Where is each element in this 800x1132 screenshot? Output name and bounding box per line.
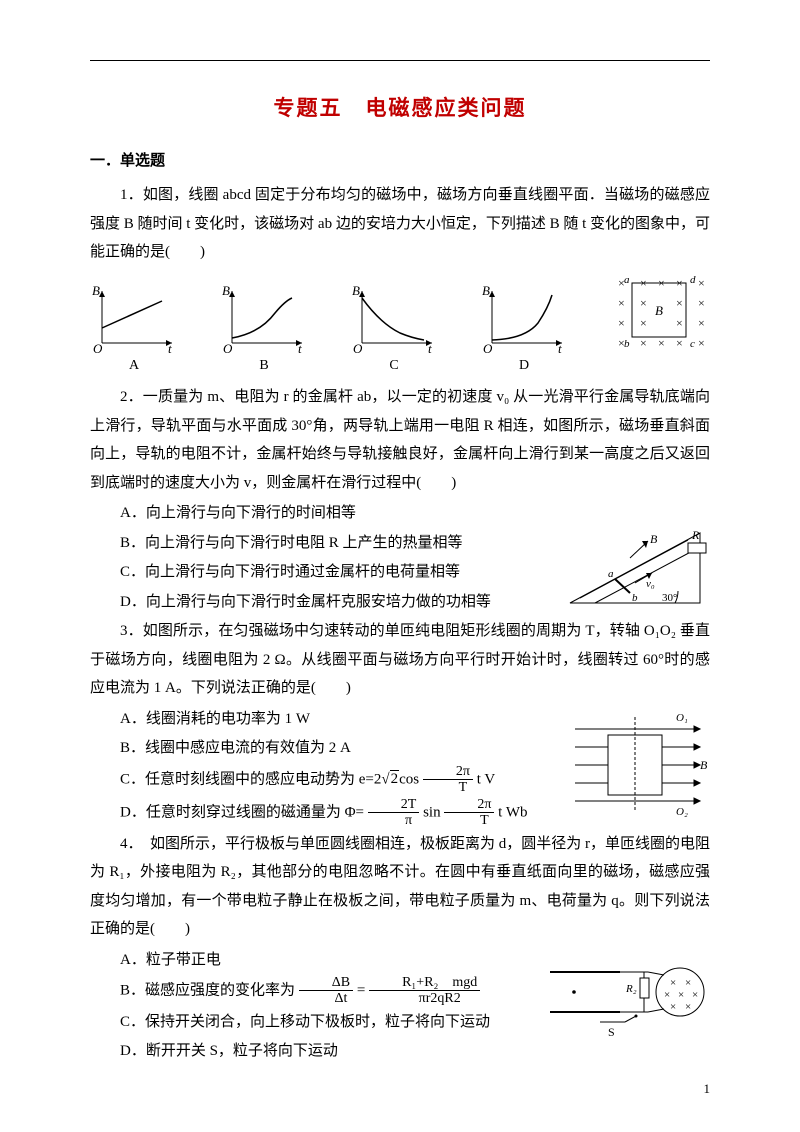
graph-a-svg: B t O bbox=[90, 283, 178, 353]
q3c-mid: cos bbox=[399, 771, 419, 787]
q4b-pre: B．磁感应强度的变化率为 bbox=[120, 982, 295, 998]
svg-text:×: × bbox=[670, 977, 676, 989]
q1-graph-c: B t O C bbox=[350, 283, 438, 380]
q1-label-b: B bbox=[220, 353, 308, 380]
graph-b-svg: B t O bbox=[220, 283, 308, 353]
q4-svg: R₂ ×× ××× ×× S bbox=[540, 950, 710, 1045]
svg-text:×: × bbox=[678, 989, 684, 1001]
svg-text:t: t bbox=[298, 341, 302, 353]
header-rule bbox=[90, 60, 710, 61]
q4-frac-lhs: ΔBΔt bbox=[299, 975, 353, 1007]
q3c-post: t V bbox=[477, 771, 495, 787]
q2-stem: 2．一质量为 m、电阻为 r 的金属杆 ab，以一定的初速度 v₀ 从一光滑平行… bbox=[90, 383, 710, 497]
svg-text:×: × bbox=[670, 1001, 676, 1013]
svg-text:×: × bbox=[698, 296, 705, 310]
svg-text:a: a bbox=[608, 568, 614, 580]
svg-text:O₁: O₁ bbox=[676, 712, 688, 724]
svg-text:×: × bbox=[685, 977, 691, 989]
svg-text:b: b bbox=[632, 592, 638, 604]
svg-text:×: × bbox=[658, 336, 665, 350]
svg-text:×: × bbox=[676, 316, 683, 330]
svg-text:×: × bbox=[685, 1001, 691, 1013]
field-svg: ××××× ×× ×× ××××× ×× ×× a d b c B bbox=[610, 273, 710, 353]
svg-text:O: O bbox=[353, 341, 363, 353]
page-number: 1 bbox=[704, 1077, 711, 1102]
svg-text:30°: 30° bbox=[662, 592, 677, 604]
graph-c-svg: B t O bbox=[350, 283, 438, 353]
q1-field-figure: ××××× ×× ×× ××××× ×× ×× a d b c B bbox=[610, 273, 710, 380]
svg-text:B: B bbox=[650, 532, 658, 546]
svg-text:×: × bbox=[664, 989, 670, 1001]
svg-text:t: t bbox=[428, 341, 432, 353]
svg-text:×: × bbox=[676, 296, 683, 310]
svg-text:b: b bbox=[624, 338, 630, 350]
svg-text:B: B bbox=[700, 758, 708, 772]
svg-text:×: × bbox=[698, 276, 705, 290]
svg-text:v₀: v₀ bbox=[646, 578, 655, 590]
svg-text:×: × bbox=[640, 316, 647, 330]
q3-svg: O₁ O₂ B bbox=[570, 709, 710, 819]
q4-frac-rhs: R₁+R₂ mgdπr2qR2 bbox=[369, 975, 480, 1007]
svg-text:c: c bbox=[690, 338, 695, 350]
q1-figure-row: B t O A B t O B B t O bbox=[90, 273, 710, 380]
svg-text:d: d bbox=[690, 274, 696, 286]
svg-text:×: × bbox=[676, 336, 683, 350]
svg-text:B: B bbox=[352, 283, 360, 298]
q3d-pre: D．任意时刻穿过线圈的磁通量为 Φ= bbox=[120, 804, 364, 820]
svg-text:O: O bbox=[223, 341, 233, 353]
q3c-pre: C．任意时刻线圈中的感应电动势为 e=2 bbox=[120, 771, 381, 787]
q1-label-c: C bbox=[350, 353, 438, 380]
q1-graph-d: B t O D bbox=[480, 283, 568, 380]
page-title: 专题五 电磁感应类问题 bbox=[90, 89, 710, 129]
q3-frac3: 2πT bbox=[444, 797, 494, 829]
q1-label-a: A bbox=[90, 353, 178, 380]
svg-text:t: t bbox=[558, 341, 562, 353]
q4-figure: R₂ ×× ××× ×× S bbox=[540, 950, 710, 1045]
svg-text:B: B bbox=[482, 283, 490, 298]
q3-sqrt2: 2 bbox=[390, 770, 400, 787]
graph-d-svg: B t O bbox=[480, 283, 568, 353]
svg-text:B: B bbox=[222, 283, 230, 298]
svg-text:B: B bbox=[92, 283, 100, 298]
svg-text:R: R bbox=[691, 528, 700, 542]
q3-frac1: 2πT bbox=[423, 764, 473, 796]
svg-text:B: B bbox=[655, 303, 663, 318]
svg-text:×: × bbox=[618, 316, 625, 330]
q2-svg: a b R B v₀ 30° bbox=[560, 503, 710, 613]
svg-text:R₂: R₂ bbox=[625, 983, 637, 995]
q2-figure: a b R B v₀ 30° bbox=[560, 503, 710, 613]
q3d-mid: sin bbox=[423, 804, 441, 820]
q1-graph-b: B t O B bbox=[220, 283, 308, 380]
svg-text:O: O bbox=[483, 341, 493, 353]
svg-text:×: × bbox=[698, 316, 705, 330]
svg-text:×: × bbox=[618, 296, 625, 310]
svg-text:O₂: O₂ bbox=[676, 806, 688, 818]
section-heading: 一．单选题 bbox=[90, 147, 710, 176]
q1-stem: 1．如图，线圈 abcd 固定于分布均匀的磁场中，磁场方向垂直线圈平面．当磁场的… bbox=[90, 181, 710, 267]
q4-stem: 4． 如图所示，平行极板与单匝圆线圈相连，极板距离为 d，圆半径为 r，单匝线圈… bbox=[90, 830, 710, 944]
svg-text:O: O bbox=[93, 341, 103, 353]
svg-text:×: × bbox=[698, 336, 705, 350]
q3-figure: O₁ O₂ B bbox=[570, 709, 710, 819]
svg-text:a: a bbox=[624, 274, 630, 286]
q3d-post: t Wb bbox=[498, 804, 527, 820]
svg-text:×: × bbox=[640, 296, 647, 310]
q1-graph-a: B t O A bbox=[90, 283, 178, 380]
q3-stem: 3．如图所示，在匀强磁场中匀速转动的单匝纯电阻矩形线圈的周期为 T，转轴 O₁O… bbox=[90, 617, 710, 703]
svg-text:×: × bbox=[640, 336, 647, 350]
svg-text:×: × bbox=[692, 989, 698, 1001]
svg-text:t: t bbox=[168, 341, 172, 353]
q3-frac2: 2Tπ bbox=[368, 797, 420, 829]
q1-label-d: D bbox=[480, 353, 568, 380]
svg-text:S: S bbox=[608, 1025, 615, 1039]
